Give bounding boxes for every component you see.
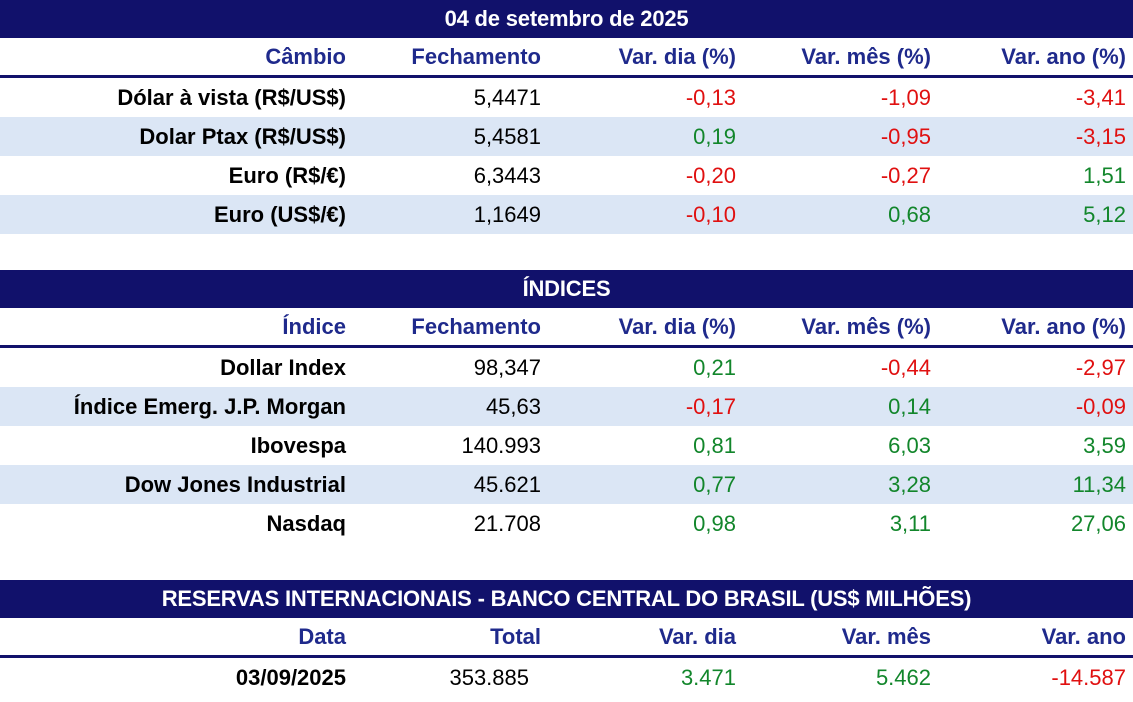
var-mes-value: 0,14 xyxy=(888,393,931,419)
fechamento-value: 5,4581 xyxy=(473,123,541,149)
col-header-var-ano: Var. ano (%) xyxy=(1001,43,1126,69)
indices-header-row: Índice Fechamento Var. dia (%) Var. mês … xyxy=(0,308,1133,348)
col-header-var-dia: Var. dia xyxy=(658,623,736,649)
fechamento-value: 140.993 xyxy=(461,432,541,458)
row-label: Ibovespa xyxy=(250,432,346,458)
var-dia-value: 0,77 xyxy=(693,471,736,497)
indices-section: ÍNDICES Índice Fechamento Var. dia (%) V… xyxy=(0,270,1133,543)
col-header-var-dia: Var. dia (%) xyxy=(618,313,736,339)
var-dia-value: -0,17 xyxy=(685,393,736,419)
row-label: Dow Jones Industrial xyxy=(124,471,346,497)
total-value: 353.885 xyxy=(449,664,529,690)
var-mes-value: 3,28 xyxy=(888,471,931,497)
row-label: Dolar Ptax (R$/US$) xyxy=(139,123,346,149)
var-mes-value: -0,44 xyxy=(880,354,931,380)
fechamento-value: 6,3443 xyxy=(473,162,541,188)
var-ano-value: -3,41 xyxy=(1075,84,1126,110)
row-label: Euro (US$/€) xyxy=(213,201,346,227)
fechamento-value: 21.708 xyxy=(473,510,541,536)
table-row: Dólar à vista (R$/US$) 5,4471 -0,13 -1,0… xyxy=(0,78,1133,117)
col-header-fechamento: Fechamento xyxy=(411,43,541,69)
table-row: 03/09/2025 353.885 3.471 5.462 -14.587 xyxy=(0,658,1133,697)
fechamento-value: 5,4471 xyxy=(473,84,541,110)
var-mes-value: 3,11 xyxy=(889,510,931,536)
var-dia-value: 3.471 xyxy=(680,664,736,690)
col-header-data: Data xyxy=(298,623,346,649)
fechamento-value: 98,347 xyxy=(473,354,541,380)
col-header-var-dia: Var. dia (%) xyxy=(618,43,736,69)
var-mes-value: -0,27 xyxy=(880,162,931,188)
var-ano-value: 5,12 xyxy=(1083,201,1126,227)
table-row: Dolar Ptax (R$/US$) 5,4581 0,19 -0,95 -3… xyxy=(0,117,1133,156)
var-ano-value: -3,15 xyxy=(1075,123,1126,149)
cambio-title: 04 de setembro de 2025 xyxy=(0,0,1133,38)
var-ano-value: -0,09 xyxy=(1075,393,1126,419)
col-header-total: Total xyxy=(490,623,541,649)
col-header-var-ano: Var. ano xyxy=(1041,623,1126,649)
var-ano-value: 1,51 xyxy=(1083,162,1126,188)
var-ano-value: 3,59 xyxy=(1083,432,1126,458)
col-header-cambio: Câmbio xyxy=(265,43,346,69)
table-row: Euro (R$/€) 6,3443 -0,20 -0,27 1,51 xyxy=(0,156,1133,195)
row-label: Índice Emerg. J.P. Morgan xyxy=(73,393,346,419)
col-header-var-mes: Var. mês xyxy=(841,623,931,649)
var-ano-value: -14.587 xyxy=(1051,664,1126,690)
row-label: Euro (R$/€) xyxy=(228,162,346,188)
var-dia-value: 0,21 xyxy=(693,354,736,380)
fechamento-value: 45.621 xyxy=(473,471,541,497)
table-row: Dow Jones Industrial 45.621 0,77 3,28 11… xyxy=(0,465,1133,504)
reservas-section: RESERVAS INTERNACIONAIS - BANCO CENTRAL … xyxy=(0,580,1133,697)
table-row: Euro (US$/€) 1,1649 -0,10 0,68 5,12 xyxy=(0,195,1133,234)
var-ano-value: 27,06 xyxy=(1070,510,1126,536)
cambio-section: 04 de setembro de 2025 Câmbio Fechamento… xyxy=(0,0,1133,234)
reservas-title: RESERVAS INTERNACIONAIS - BANCO CENTRAL … xyxy=(0,580,1133,618)
table-row: Nasdaq 21.708 0,98 3,11 27,06 xyxy=(0,504,1133,543)
col-header-indice: Índice xyxy=(282,313,346,339)
table-row: Dollar Index 98,347 0,21 -0,44 -2,97 xyxy=(0,348,1133,387)
table-row: Índice Emerg. J.P. Morgan 45,63 -0,17 0,… xyxy=(0,387,1133,426)
reservas-header-row: Data Total Var. dia Var. mês Var. ano xyxy=(0,618,1133,658)
row-date: 03/09/2025 xyxy=(235,664,346,690)
var-dia-value: -0,10 xyxy=(685,201,736,227)
var-dia-value: -0,20 xyxy=(685,162,736,188)
var-ano-value: 11,34 xyxy=(1072,471,1126,497)
var-dia-value: 0,19 xyxy=(693,123,736,149)
col-header-var-mes: Var. mês (%) xyxy=(801,43,931,69)
col-header-var-mes: Var. mês (%) xyxy=(801,313,931,339)
row-label: Dollar Index xyxy=(220,354,346,380)
fechamento-value: 45,63 xyxy=(485,393,541,419)
table-row: Ibovespa 140.993 0,81 6,03 3,59 xyxy=(0,426,1133,465)
fechamento-value: 1,1649 xyxy=(473,201,541,227)
var-dia-value: -0,13 xyxy=(685,84,736,110)
var-mes-value: 5.462 xyxy=(875,664,931,690)
row-label: Dólar à vista (R$/US$) xyxy=(117,84,346,110)
var-mes-value: -1,09 xyxy=(880,84,931,110)
var-mes-value: 0,68 xyxy=(888,201,931,227)
var-mes-value: -0,95 xyxy=(880,123,931,149)
cambio-header-row: Câmbio Fechamento Var. dia (%) Var. mês … xyxy=(0,38,1133,78)
var-mes-value: 6,03 xyxy=(888,432,931,458)
var-dia-value: 0,81 xyxy=(693,432,736,458)
col-header-var-ano: Var. ano (%) xyxy=(1001,313,1126,339)
row-label: Nasdaq xyxy=(266,510,346,536)
indices-title: ÍNDICES xyxy=(0,270,1133,308)
col-header-fechamento: Fechamento xyxy=(411,313,541,339)
var-dia-value: 0,98 xyxy=(693,510,736,536)
var-ano-value: -2,97 xyxy=(1075,354,1126,380)
